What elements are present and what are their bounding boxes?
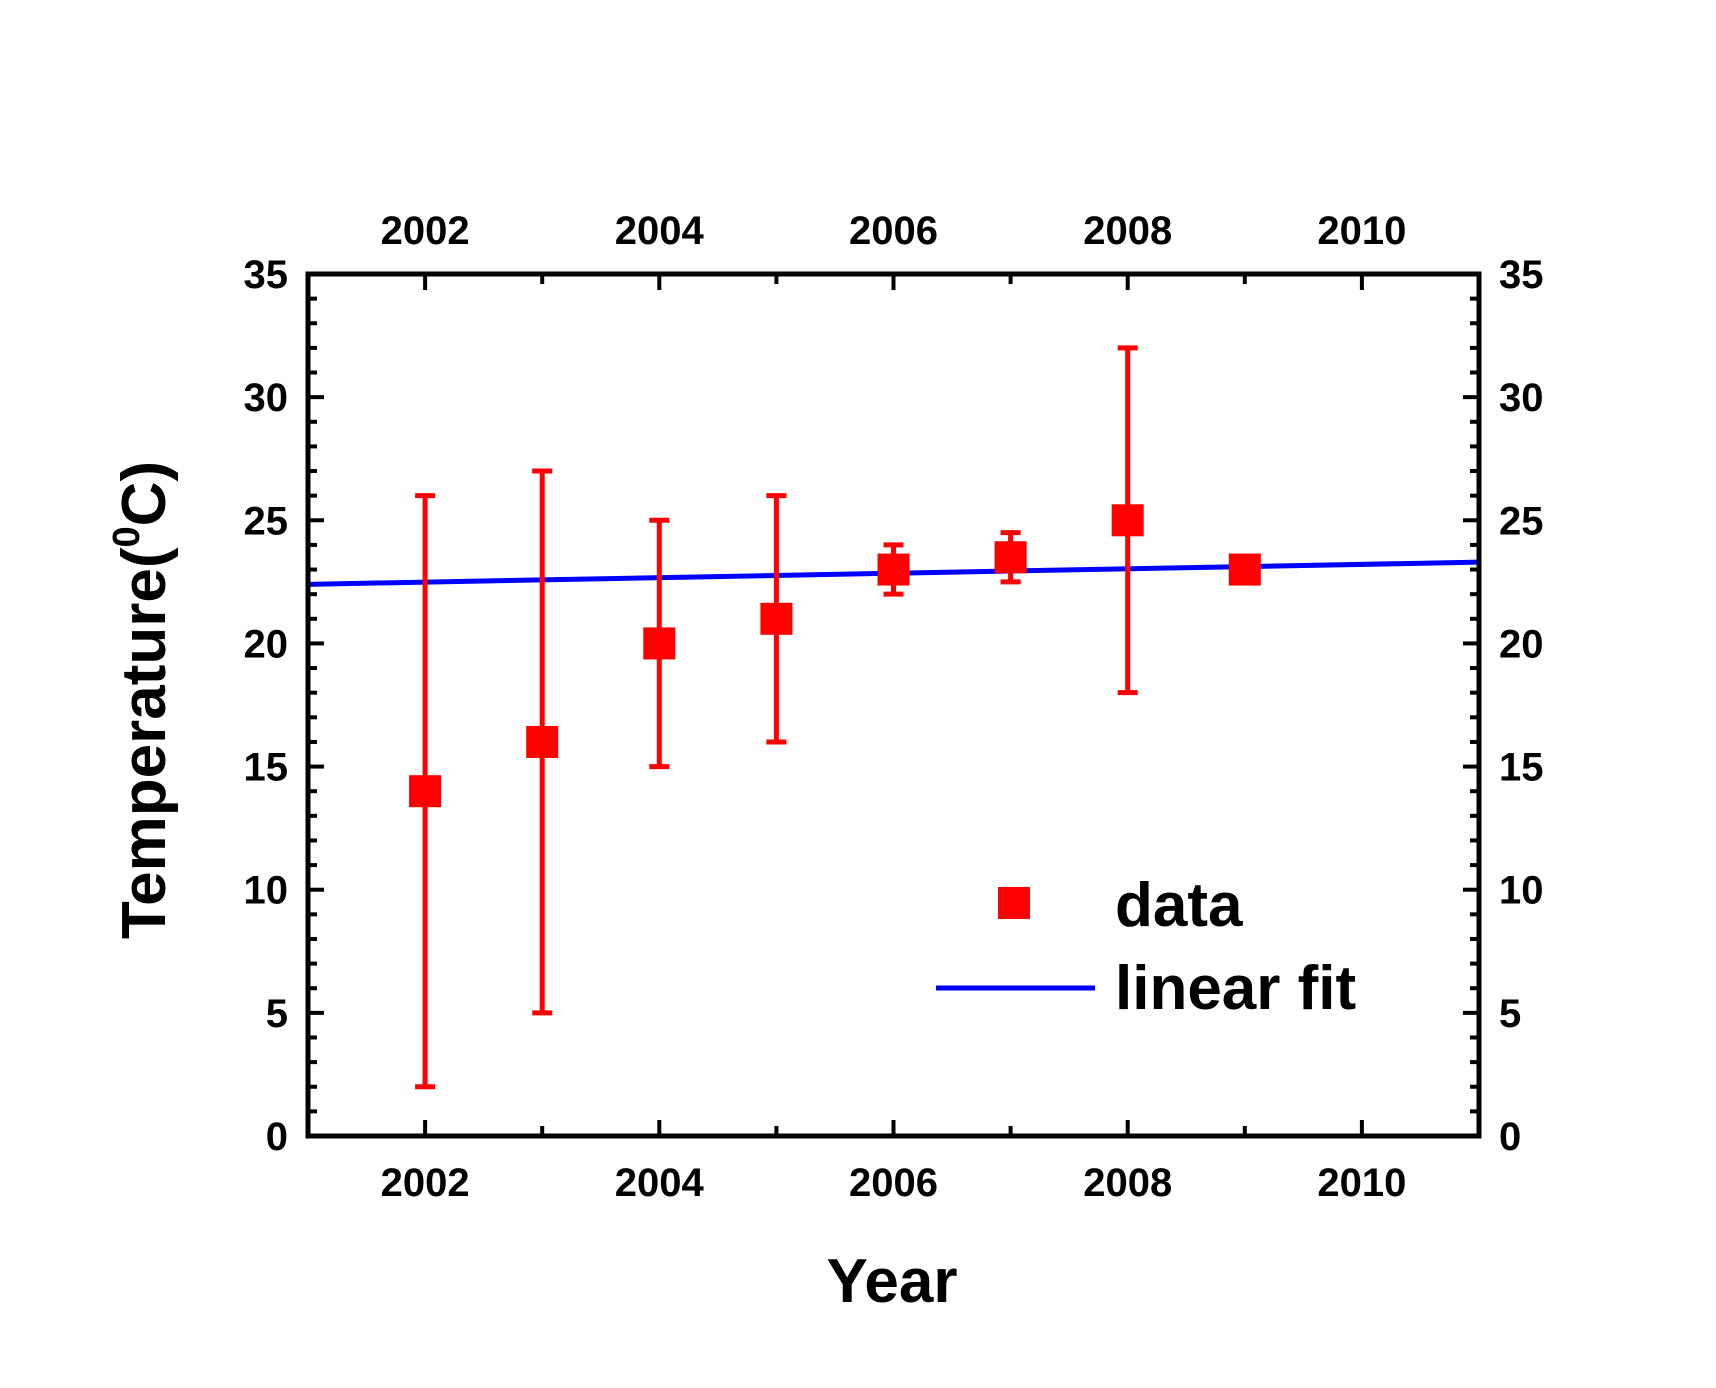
tick-label-layer: 0 0 5 5 10 10 15 15 20 20 25 25 30 30 35 35 2002 2002 2004… [244,209,1544,1205]
legend-data-marker [998,887,1030,919]
y-tick-label-left: 20 [244,622,289,666]
y-tick-label-left: 35 [244,253,289,297]
x-tick-label-top: 2008 [1083,209,1172,253]
x-tick-label-top: 2004 [615,209,705,253]
y-tick-label-right: 15 [1499,746,1544,790]
x-tick-label-bottom: 2006 [849,1161,938,1205]
x-tick-label-top: 2006 [849,209,938,253]
y-tick-label-right: 0 [1499,1115,1521,1159]
x-axis-title: Year [826,1247,957,1316]
data-point-marker [1228,553,1261,586]
y-tick-label-right: 5 [1499,992,1521,1036]
y-axis-title: Temperature(0C) [106,461,179,939]
data-point-marker [877,553,910,586]
points-layer [409,345,1261,1090]
x-tick-label-bottom: 2010 [1317,1161,1406,1205]
legend-data-label: data [1115,871,1243,940]
data-point-group [526,468,559,1016]
x-tick-label-top: 2002 [381,209,470,253]
data-point-group [994,530,1027,585]
data-point-marker [526,725,559,758]
y-tick-label-right: 20 [1499,622,1544,666]
y-axis-title-main: Temperature( [110,547,179,939]
y-axis-title-superscript: 0 [106,526,148,547]
y-tick-label-left: 5 [266,992,288,1036]
x-tick-label-bottom: 2004 [615,1161,705,1205]
legend-fit-label: linear fit [1115,954,1356,1023]
y-tick-label-left: 30 [244,376,289,420]
data-point-group [643,517,676,770]
y-tick-label-right: 25 [1499,499,1544,543]
data-point-group [1111,345,1144,696]
data-point-marker [1111,504,1144,537]
y-tick-label-right: 35 [1499,253,1544,297]
y-tick-label-right: 30 [1499,376,1544,420]
data-point-marker [643,627,676,660]
axes-layer [305,271,1482,1139]
data-point-group [1228,553,1261,586]
y-tick-label-right: 10 [1499,869,1544,913]
data-point-group [760,493,793,745]
y-axis-title-tail: C) [110,461,179,526]
data-point-group [409,493,442,1090]
y-tick-label-left: 10 [244,869,289,913]
data-point-marker [409,775,442,808]
legend: data linear fit [936,871,1356,1023]
x-tick-label-top: 2010 [1317,209,1406,253]
data-point-marker [994,541,1027,574]
y-tick-label-left: 25 [244,499,289,543]
data-point-group [877,542,910,597]
data-point-marker [760,602,793,635]
y-tick-label-left: 0 [266,1115,288,1159]
y-tick-label-left: 15 [244,746,289,790]
x-tick-label-bottom: 2008 [1083,1161,1172,1205]
x-tick-label-bottom: 2002 [381,1161,470,1205]
